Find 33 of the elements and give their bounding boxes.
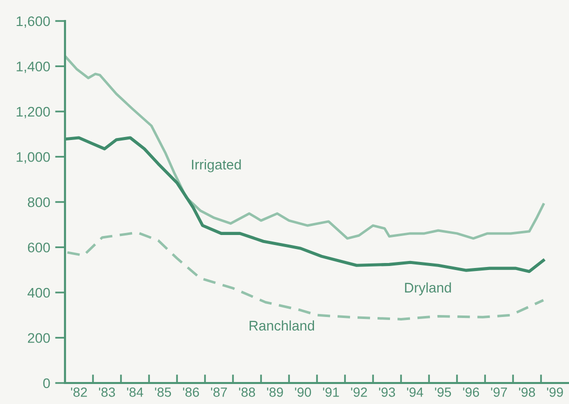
x-tick-label: '84 — [127, 388, 144, 397]
x-tick-label: '99 — [547, 388, 563, 397]
x-tick-label: '97 — [491, 388, 507, 397]
x-tick-label: '82 — [71, 388, 87, 397]
x-tick-label: '95 — [435, 388, 452, 397]
x-tick-label: '83 — [99, 388, 115, 397]
x-tick-label: '93 — [379, 388, 396, 397]
series-label: Irrigated — [192, 159, 241, 172]
x-tick-label: '87 — [211, 388, 227, 397]
x-tick-label: '85 — [155, 388, 172, 397]
y-tick-label: 1,000 — [16, 152, 50, 164]
y-tick-label: 200 — [28, 333, 50, 343]
y-tick-label: 0 — [43, 378, 50, 388]
x-tick-label: '89 — [267, 388, 283, 397]
line-series — [65, 54, 545, 240]
x-tick-label: '88 — [239, 388, 256, 397]
x-tick-label: '96 — [463, 388, 480, 397]
line-series — [66, 136, 545, 273]
x-tick-label: '92 — [351, 388, 367, 397]
y-tick-label: 600 — [28, 242, 50, 252]
x-tick-label: '98 — [519, 388, 536, 397]
series-label: Dryland — [405, 282, 451, 296]
x-tick-label: '90 — [295, 388, 312, 397]
line-series — [66, 231, 545, 320]
y-tick-label: 1,600 — [16, 16, 50, 28]
y-tick-label: 1,200 — [16, 106, 50, 118]
y-tick-label: 1,400 — [16, 62, 50, 74]
x-tick-label: '91 — [323, 388, 339, 397]
x-tick-label: '86 — [183, 388, 199, 397]
y-tick-label: 800 — [28, 197, 50, 208]
x-tick-label: '94 — [407, 388, 424, 397]
series-label: Ranchland — [250, 320, 314, 331]
y-tick-label: 400 — [28, 288, 50, 298]
